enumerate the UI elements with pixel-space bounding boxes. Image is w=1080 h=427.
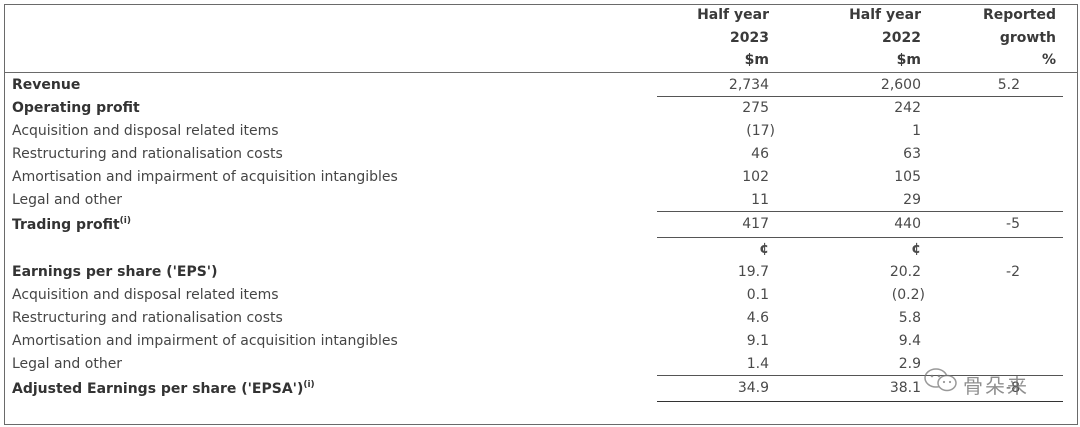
table-row: Legal and other 1.4 2.9 — [0, 353, 1080, 376]
header-col-2023-line1: Half year — [697, 7, 769, 23]
header-col-2022-line3: $m — [896, 52, 921, 68]
value-2022: 242 — [894, 100, 921, 116]
header-col-2022-line2: 2022 — [882, 30, 921, 46]
value-2022: 29 — [903, 192, 921, 208]
table-row: Trading profit(i) 417 440 -5 — [0, 213, 1080, 236]
cents-unit-2023: ¢ — [759, 241, 769, 257]
cents-unit-2022: ¢ — [911, 241, 921, 257]
row-divider — [657, 96, 1063, 97]
value-2022: (0.2) — [891, 287, 925, 303]
value-2022: 63 — [903, 146, 921, 162]
value-2023: (17) — [746, 123, 775, 139]
value-2023: 275 — [742, 100, 769, 116]
value-2023: 19.7 — [737, 264, 769, 280]
value-2023: 2,734 — [728, 77, 769, 93]
row-label: Legal and other — [12, 356, 123, 372]
header-col-2023-line2: 2023 — [730, 30, 769, 46]
value-2022: 2.9 — [898, 356, 921, 372]
value-2023: 4.6 — [746, 310, 769, 326]
table-row: Acquisition and disposal related items (… — [0, 120, 1080, 143]
table-row: Amortisation and impairment of acquisiti… — [0, 166, 1080, 189]
table-row: ¢ ¢ — [0, 238, 1080, 261]
row-label: Trading profit(i) — [12, 216, 131, 233]
header-col-growth-line1: Reported — [982, 7, 1056, 23]
value-2023: 9.1 — [746, 333, 769, 349]
table-row: Amortisation and impairment of acquisiti… — [0, 330, 1080, 353]
row-label: Acquisition and disposal related items — [12, 123, 279, 139]
table-frame — [4, 4, 1078, 425]
header-col-2023-line3: $m — [744, 52, 769, 68]
value-growth: -5 — [1006, 216, 1020, 232]
value-2023: 1.4 — [746, 356, 769, 372]
value-growth: -2 — [1006, 264, 1020, 280]
row-label: Adjusted Earnings per share ('EPSA')(i) — [12, 380, 315, 397]
value-2022: 38.1 — [889, 380, 921, 396]
value-2022: 105 — [894, 169, 921, 185]
value-2023: 102 — [742, 169, 769, 185]
value-2023: 417 — [742, 216, 769, 232]
header-col-growth-line2: growth — [999, 30, 1056, 46]
wechat-icon — [924, 368, 957, 392]
value-2022: 1 — [912, 123, 921, 139]
row-divider — [657, 211, 1063, 212]
table-row: Acquisition and disposal related items 0… — [0, 284, 1080, 307]
row-label: Amortisation and impairment of acquisiti… — [12, 169, 398, 185]
value-2022: 5.8 — [898, 310, 921, 326]
watermark: 骨朵来 — [923, 366, 1053, 398]
header-col-growth-line3: % — [1041, 52, 1056, 68]
row-label: Operating profit — [12, 100, 140, 116]
header-divider — [4, 72, 1078, 73]
table-row: Revenue 2,734 2,600 5.2 — [0, 74, 1080, 97]
watermark-text: 骨朵来 — [963, 374, 1029, 398]
row-label: Amortisation and impairment of acquisiti… — [12, 333, 398, 349]
row-label: Earnings per share ('EPS') — [12, 264, 218, 280]
row-label: Restructuring and rationalisation costs — [12, 310, 283, 326]
row-label: Legal and other — [12, 192, 123, 208]
row-divider — [657, 237, 1063, 238]
value-growth: 5.2 — [997, 77, 1020, 93]
row-divider — [657, 375, 1063, 376]
value-2023: 34.9 — [737, 380, 769, 396]
header-col-2022-line1: Half year — [849, 7, 921, 23]
value-2023: 0.1 — [746, 287, 769, 303]
value-2022: 440 — [894, 216, 921, 232]
table-row: Adjusted Earnings per share ('EPSA')(i) … — [0, 377, 1080, 400]
value-growth: -8 — [1006, 380, 1020, 396]
row-label: Acquisition and disposal related items — [12, 287, 279, 303]
value-2022: 2,600 — [880, 77, 921, 93]
table-row: Restructuring and rationalisation costs … — [0, 307, 1080, 330]
value-2022: 9.4 — [898, 333, 921, 349]
row-divider — [657, 401, 1063, 402]
table-row: Operating profit 275 242 — [0, 97, 1080, 120]
table-row: Earnings per share ('EPS') 19.7 20.2 -2 — [0, 261, 1080, 284]
table-row: Restructuring and rationalisation costs … — [0, 143, 1080, 166]
value-2023: 46 — [751, 146, 769, 162]
table-row: Legal and other 11 29 — [0, 189, 1080, 212]
value-2022: 20.2 — [889, 264, 921, 280]
value-2023: 11 — [751, 192, 769, 208]
row-label: Revenue — [12, 77, 81, 93]
row-label: Restructuring and rationalisation costs — [12, 146, 283, 162]
